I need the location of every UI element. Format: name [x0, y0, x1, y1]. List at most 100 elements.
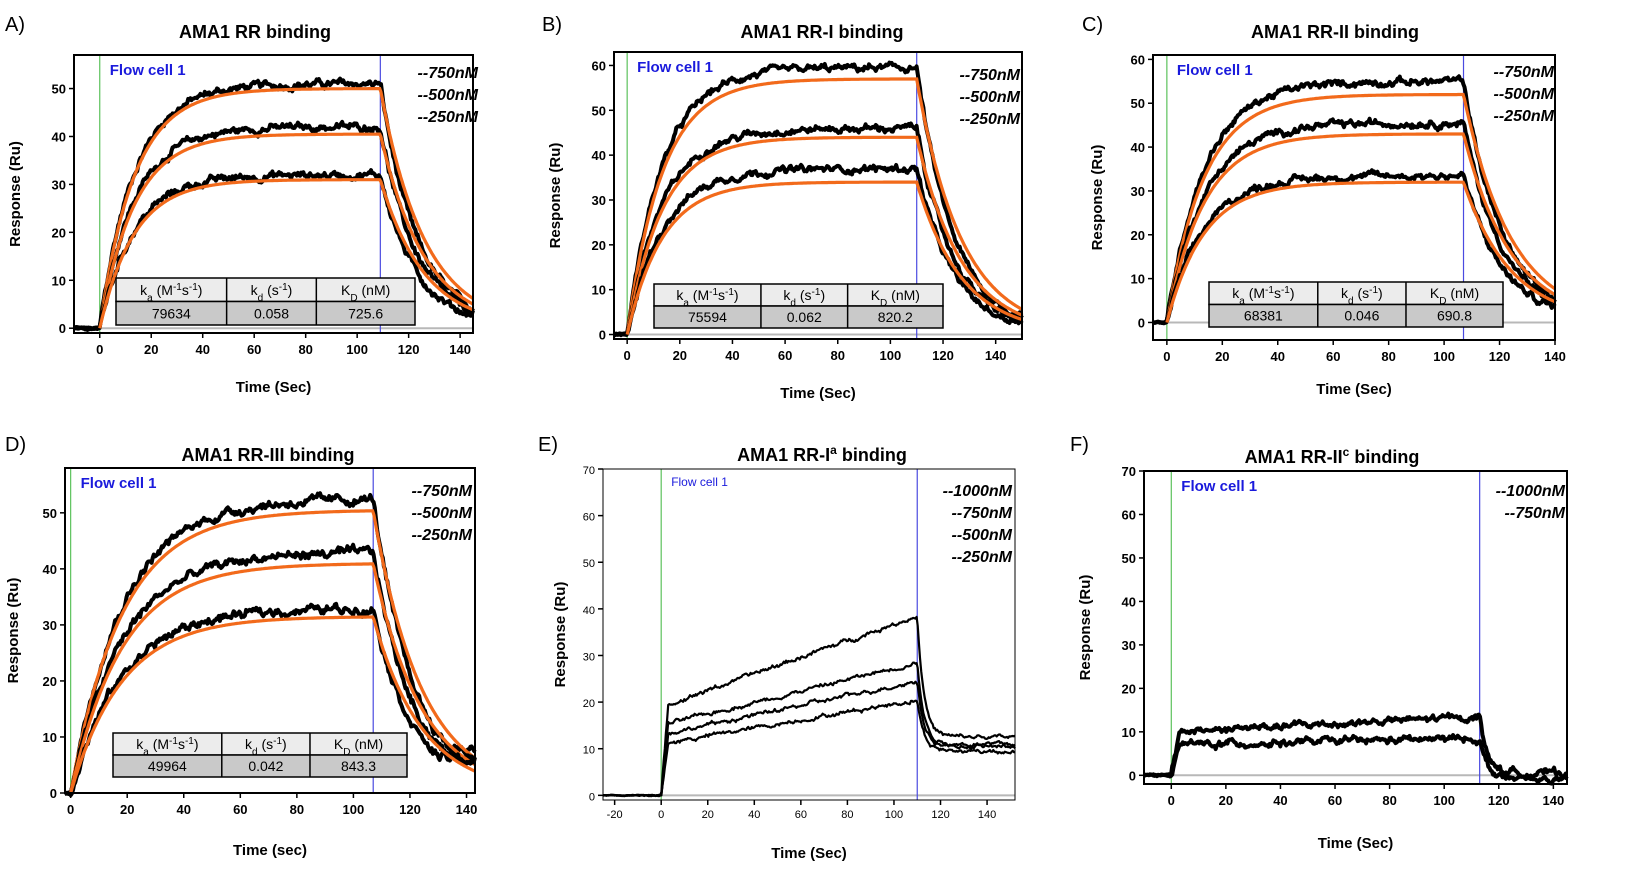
chart-panel-a: A) AMA1 RR binding Flow cell 1 0 10 20 30 40 50 0… — [5, 14, 479, 396]
series-line-500nM — [64, 542, 476, 797]
series-line-500nM — [1152, 116, 1556, 326]
chart-title: AMA1 RR-III binding — [182, 445, 355, 465]
legend-entry: --250nM — [412, 527, 473, 544]
table-header-part: D — [1439, 296, 1446, 307]
table-header-part: -1 — [709, 286, 718, 297]
chart-title-rest: binding — [261, 22, 331, 42]
y-tick-label: 10 — [1122, 725, 1136, 740]
x-tick-label: 100 — [885, 809, 903, 821]
series-line-750nM — [73, 76, 475, 331]
series-line-250nM — [602, 699, 1016, 798]
y-tick-label: 60 — [592, 58, 606, 73]
y-tick-label: 10 — [43, 730, 57, 745]
x-tick-label: 120 — [932, 348, 954, 363]
fit-line-500nM — [69, 562, 476, 794]
fit-line-250nM — [69, 615, 476, 794]
x-axis-title: Time (Sec) — [1316, 381, 1392, 398]
fit-line-750nM — [69, 509, 476, 794]
x-tick-label: 140 — [978, 809, 996, 821]
series-line-750nM — [1152, 74, 1557, 326]
y-tick-label: 20 — [583, 698, 595, 710]
fit-line-750nM — [625, 77, 1023, 335]
table-header-part: d — [258, 292, 264, 303]
table-header-part: a — [147, 292, 153, 303]
y-tick-label: 40 — [1122, 594, 1136, 609]
y-tick-label: 50 — [592, 103, 606, 118]
x-tick-label: 0 — [67, 802, 74, 817]
table-header-cell: ka (M-1s-1) — [136, 735, 198, 757]
legend-entry: --1000nM — [1496, 483, 1566, 500]
plot-frame — [73, 54, 474, 334]
table-header-cell: kd (s-1) — [245, 735, 287, 757]
flow-cell-label: Flow cell 1 — [110, 62, 186, 79]
x-tick-label: 100 — [1433, 349, 1455, 364]
table-header-part: ) — [734, 287, 739, 303]
table-header-part: K — [1430, 285, 1440, 301]
table-header-cell: ka (M-1s-1) — [140, 281, 202, 303]
panel-letter: E) — [538, 434, 558, 456]
table-header-part: a — [683, 297, 689, 308]
x-tick-label: 60 — [1328, 793, 1342, 808]
series-line-250nM — [1152, 168, 1557, 325]
y-tick-label: 10 — [583, 745, 595, 757]
chart-title-main: AMA1 RR-II — [1251, 22, 1349, 42]
fit-line-500nM — [625, 135, 1023, 335]
table-header-part: d — [252, 746, 258, 757]
table-header-part: ) — [1378, 285, 1383, 301]
legend-entry: --750nM — [412, 483, 473, 500]
chart-title-rest: binding — [1349, 447, 1419, 467]
y-tick-label: 50 — [1131, 96, 1145, 111]
panel-letter: A) — [5, 14, 25, 36]
table-header-part: (nM) — [1446, 285, 1479, 301]
y-tick-label: 30 — [43, 618, 57, 633]
chart-panel-c: C) AMA1 RR-II binding Flow cell 1 0 10 20 30 40… — [1082, 14, 1566, 398]
x-tick-label: 80 — [841, 809, 853, 821]
x-tick-label: 120 — [1488, 793, 1510, 808]
panel-letter: D) — [5, 434, 26, 456]
y-tick-label: 0 — [59, 321, 66, 336]
table-header-cell: ka (M-1s-1) — [1232, 285, 1294, 307]
table-header-cell: KD (nM) — [341, 282, 390, 304]
table-value-cell: 725.6 — [348, 305, 383, 321]
table-header-part: k — [245, 736, 253, 752]
table-header-cell: KD (nM) — [871, 287, 920, 309]
table-header-part: (M — [1245, 285, 1265, 301]
table-header-part: D — [343, 746, 350, 757]
y-tick-label: 20 — [592, 238, 606, 253]
y-tick-label: 50 — [43, 506, 57, 521]
table-header-part: k — [251, 282, 259, 298]
table-header-part: k — [140, 282, 148, 298]
panel-letter: B) — [542, 14, 562, 36]
y-tick-label: 60 — [583, 512, 595, 524]
y-axis-title: Response (Ru) — [5, 578, 22, 684]
table-header-part: k — [136, 736, 144, 752]
series-line-500nM — [73, 119, 475, 332]
table-header-cell: kd (s-1) — [1341, 285, 1383, 307]
x-tick-label: 80 — [1382, 793, 1396, 808]
panel-letter: C) — [1082, 14, 1103, 36]
table-header-part: k — [1341, 285, 1349, 301]
fit-line-250nM — [625, 180, 1023, 335]
x-tick-label: 20 — [702, 809, 714, 821]
fit-line-750nM — [1165, 92, 1556, 323]
table-value-cell: 690.8 — [1437, 308, 1472, 324]
y-tick-label: 0 — [599, 328, 606, 343]
table-value-row — [653, 305, 944, 329]
fit-line-750nM — [98, 87, 474, 329]
series-line-1000nM — [1143, 711, 1569, 782]
table-header-part: -1 — [273, 735, 282, 746]
fit-line-500nM — [1165, 132, 1556, 323]
legend-entry: --250nM — [952, 549, 1013, 566]
table-header-part: a — [143, 746, 149, 757]
panel-letter: F) — [1070, 434, 1089, 456]
table-header-cell: KD (nM) — [1430, 285, 1479, 307]
y-axis-title: Response (Ru) — [1089, 145, 1106, 251]
x-tick-label: 120 — [399, 802, 421, 817]
chart-title-main: AMA1 RR-II — [1245, 447, 1343, 467]
chart-title-rest: binding — [837, 445, 907, 465]
y-tick-label: 60 — [1131, 52, 1145, 67]
y-tick-label: 30 — [52, 177, 66, 192]
y-tick-label: 40 — [43, 562, 57, 577]
table-header-part: -1 — [1265, 285, 1274, 296]
